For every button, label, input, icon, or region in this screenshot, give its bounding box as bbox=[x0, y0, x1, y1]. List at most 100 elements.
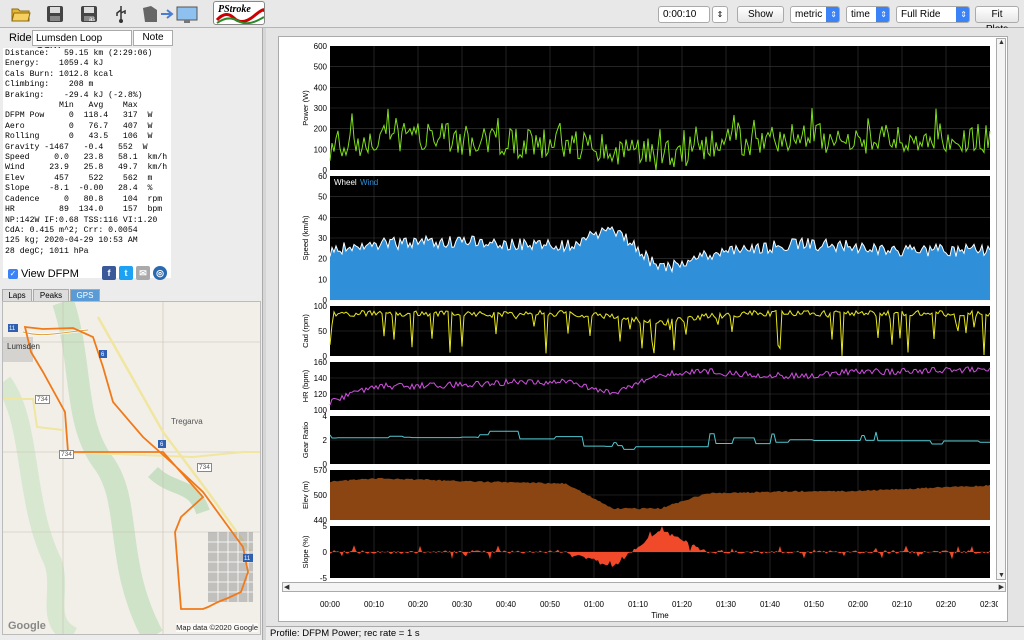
x-tick-label: 01:20 bbox=[672, 600, 693, 609]
horizontal-scrollbar[interactable]: ◀ ▶ bbox=[282, 582, 1006, 592]
y-tick-label: -5 bbox=[320, 574, 328, 583]
y-axis-label: Power (W) bbox=[301, 90, 310, 126]
view-dfpm-label: View DFPM bbox=[21, 268, 79, 280]
y-tick-label: 0 bbox=[323, 166, 328, 175]
range-select[interactable]: Full Ride ⇕ bbox=[896, 6, 970, 23]
svg-text:6: 6 bbox=[160, 442, 164, 448]
y-tick-label: 0 bbox=[323, 352, 328, 361]
stats-line: 28 degC; 1011 hPa bbox=[5, 246, 89, 256]
vertical-scrollbar[interactable]: ▲ ▼ bbox=[996, 38, 1006, 580]
stats-line: Braking: -29.4 kJ (-2.8%) bbox=[5, 90, 143, 100]
ride-name-field[interactable]: Lumsden Loop CCW bbox=[32, 30, 132, 57]
y-axis-label: Speed (km/h) bbox=[301, 215, 310, 261]
map-label-734: 734 bbox=[35, 395, 50, 404]
y-tick-label: 20 bbox=[318, 255, 327, 264]
y-tick-label: 100 bbox=[314, 145, 328, 154]
series-line-gear bbox=[329, 430, 990, 450]
stats-line: DFPM Pow 0 118.4 317 W bbox=[5, 111, 153, 121]
stats-line: 125 kg; 2020-04-29 10:53 AM bbox=[5, 236, 138, 246]
x-tick-label: 00:10 bbox=[364, 600, 385, 609]
y-tick-label: 10 bbox=[318, 275, 327, 284]
y-tick-label: 500 bbox=[314, 491, 328, 500]
units-select[interactable]: metric ⇕ bbox=[790, 6, 840, 23]
status-bar: Profile: DFPM Power; rec rate = 1 s bbox=[266, 626, 1024, 640]
map-label-734: 734 bbox=[59, 450, 74, 459]
range-select-value: Full Ride bbox=[901, 9, 941, 20]
toolbar: as PStroke 0:00:10 ⇕ Show metric ⇕ time ⇕ … bbox=[0, 0, 1024, 35]
stats-line: Cals Burn: 1012.8 kcal bbox=[5, 69, 114, 79]
stats-line: Speed 0.0 23.8 58.1 km/h bbox=[5, 153, 168, 163]
save-icon[interactable] bbox=[42, 2, 68, 26]
map-label-tregarva: Tregarva bbox=[171, 417, 203, 426]
facebook-icon[interactable]: f bbox=[102, 266, 116, 280]
x-tick-label: 00:30 bbox=[452, 600, 473, 609]
chevron-down-icon: ⇕ bbox=[880, 10, 887, 19]
stats-line: Distance: 59.15 km (2:29:06) bbox=[5, 49, 153, 58]
y-tick-label: 0 bbox=[323, 460, 328, 469]
email-icon[interactable]: ✉ bbox=[136, 266, 150, 280]
stats-panel: Distance: 59.15 km (2:29:06) Energy: 1059… bbox=[3, 48, 171, 278]
stats-line: Climbing: 208 m bbox=[5, 80, 94, 90]
show-button[interactable]: Show bbox=[737, 6, 784, 23]
usb-icon[interactable] bbox=[108, 2, 134, 26]
ride-label: Ride: bbox=[9, 32, 35, 44]
scroll-down-icon[interactable]: ▼ bbox=[998, 572, 1005, 579]
y-axis-label: Elev (m) bbox=[301, 481, 310, 509]
twitter-icon[interactable]: t bbox=[119, 266, 133, 280]
legend-wheel: Wheel bbox=[334, 178, 357, 187]
google-logo: Google bbox=[8, 620, 46, 632]
map-label-734: 734 bbox=[197, 463, 212, 472]
gps-map[interactable]: 11 6 6 11 Lumsden Tregarva 734 734 734 G… bbox=[2, 301, 261, 635]
stats-line: Gravity -1467 -0.4 552 W bbox=[5, 142, 148, 152]
scroll-up-icon[interactable]: ▲ bbox=[998, 39, 1005, 46]
fit-plots-button[interactable]: Fit Plots bbox=[975, 6, 1019, 35]
units-select-value: metric bbox=[795, 9, 823, 20]
x-tick-label: 01:30 bbox=[716, 600, 737, 609]
y-tick-label: 600 bbox=[314, 42, 328, 51]
scroll-right-icon[interactable]: ▶ bbox=[998, 584, 1004, 591]
x-tick-label: 01:10 bbox=[628, 600, 649, 609]
web-icon[interactable]: ◎ bbox=[153, 266, 167, 280]
y-tick-label: 0 bbox=[323, 296, 328, 305]
view-dfpm-checkbox[interactable]: ✓ View DFPM bbox=[8, 268, 79, 280]
x-tick-label: 02:10 bbox=[892, 600, 913, 609]
panel-divider[interactable] bbox=[262, 28, 266, 640]
chevron-down-icon: ⇕ bbox=[960, 10, 967, 19]
y-axis-label: HR (bpm) bbox=[301, 369, 310, 402]
time-stepper[interactable]: ⇕ bbox=[712, 6, 728, 23]
y-tick-label: 440 bbox=[314, 516, 328, 525]
y-tick-label: 30 bbox=[318, 234, 327, 243]
series-area-elev bbox=[330, 477, 990, 520]
y-tick-label: 2 bbox=[323, 436, 328, 445]
time-input[interactable]: 0:00:10 bbox=[658, 6, 710, 23]
x-tick-label: 02:20 bbox=[936, 600, 957, 609]
y-tick-label: 300 bbox=[314, 104, 328, 113]
x-tick-label: 02:00 bbox=[848, 600, 869, 609]
tab-laps[interactable]: Laps bbox=[2, 289, 32, 301]
series-area-speed bbox=[330, 226, 990, 300]
tab-gps[interactable]: GPS bbox=[70, 289, 100, 301]
chevron-down-icon: ⇕ bbox=[830, 10, 837, 19]
y-tick-label: 160 bbox=[314, 358, 328, 367]
y-tick-label: 100 bbox=[314, 406, 328, 415]
scroll-left-icon[interactable]: ◀ bbox=[284, 584, 290, 591]
svg-text:as: as bbox=[89, 17, 95, 23]
y-tick-label: 400 bbox=[314, 83, 328, 92]
series-line-power bbox=[329, 108, 991, 171]
svg-text:11: 11 bbox=[244, 556, 251, 562]
x-tick-label: 00:20 bbox=[408, 600, 429, 609]
x-tick-label: 01:40 bbox=[760, 600, 781, 609]
open-folder-icon[interactable] bbox=[8, 2, 34, 26]
tab-peaks[interactable]: Peaks bbox=[33, 289, 69, 301]
stats-line: Cadence 0 80.8 104 rpm bbox=[5, 194, 163, 204]
series-line-wheel bbox=[329, 225, 991, 274]
sync-to-computer-icon[interactable] bbox=[138, 2, 202, 26]
xaxis-select-value: time bbox=[851, 9, 870, 20]
x-axis-label: Time bbox=[651, 611, 669, 620]
note-button[interactable]: Note bbox=[133, 30, 173, 46]
plot-panel-hr bbox=[330, 362, 990, 410]
map-graphic: 11 6 6 11 bbox=[3, 302, 260, 634]
save-as-icon[interactable]: as bbox=[76, 2, 102, 26]
xaxis-select[interactable]: time ⇕ bbox=[846, 6, 890, 23]
